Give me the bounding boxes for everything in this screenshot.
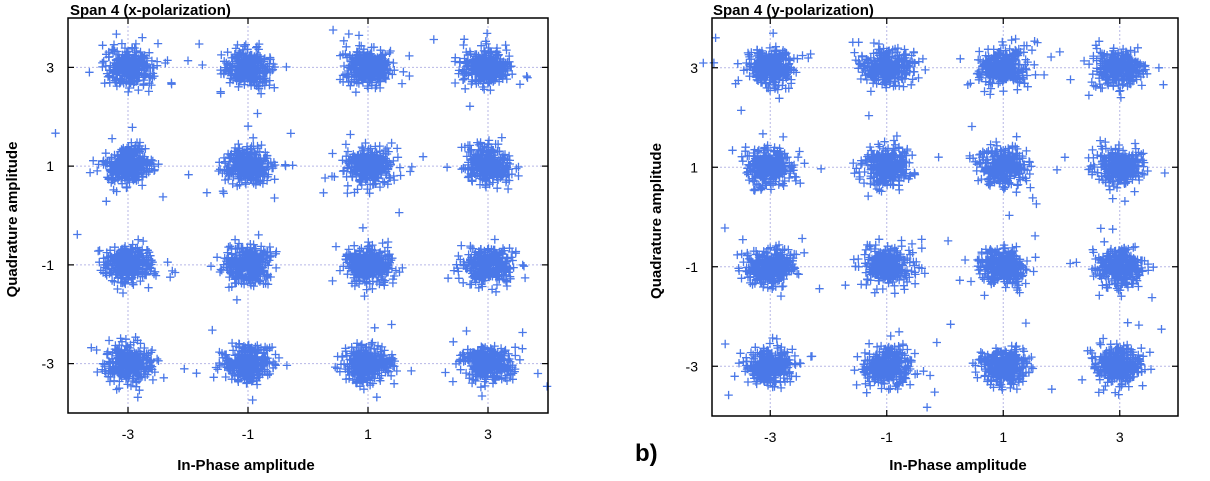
plot-frame xyxy=(711,17,1179,417)
x-tick-label: -3 xyxy=(764,429,777,445)
panel-label: b) xyxy=(635,440,658,467)
chart-title: Span 4 (x-polarization) xyxy=(70,2,231,19)
scatter-points xyxy=(51,25,552,405)
x-tick-label: -1 xyxy=(242,426,255,442)
chart-title: Span 4 (y-polarization) xyxy=(713,2,874,19)
x-tick-label: -3 xyxy=(122,426,135,442)
x-axis-label: In-Phase amplitude xyxy=(889,457,1027,474)
y-axis-label: Quadrature amplitude xyxy=(4,142,21,298)
y-axis-label: Quadrature amplitude xyxy=(648,143,665,299)
x-tick-label: 1 xyxy=(364,426,372,442)
y-tick-label: 1 xyxy=(46,158,54,174)
y-tick-label: -3 xyxy=(42,356,55,372)
scatter-points xyxy=(699,29,1169,412)
plot-frame xyxy=(67,17,549,414)
constellation-plot-x: -3 -1 1 3 -3 -1 1 3 Span 4 (x-polarization) In-Ph… xyxy=(4,2,552,474)
constellation-plot-y: -3 -1 1 3 -3 -1 1 3 Span 4 (y-polarization) In-Ph… xyxy=(648,2,1179,474)
y-tick-label: 3 xyxy=(46,59,54,75)
x-tick-label: 1 xyxy=(999,429,1007,445)
y-tick-label: 3 xyxy=(690,60,698,76)
x-tick-label: 3 xyxy=(1116,429,1124,445)
y-tick-label: -3 xyxy=(686,358,699,374)
y-tick-label: -1 xyxy=(686,259,699,275)
y-tick-label: -1 xyxy=(42,257,55,273)
constellation-markers xyxy=(699,29,1169,412)
constellation-markers xyxy=(51,25,552,405)
x-tick-label: 3 xyxy=(484,426,492,442)
y-tick-label: 1 xyxy=(690,159,698,175)
x-axis-label: In-Phase amplitude xyxy=(177,457,315,474)
x-tick-label: -1 xyxy=(881,429,894,445)
